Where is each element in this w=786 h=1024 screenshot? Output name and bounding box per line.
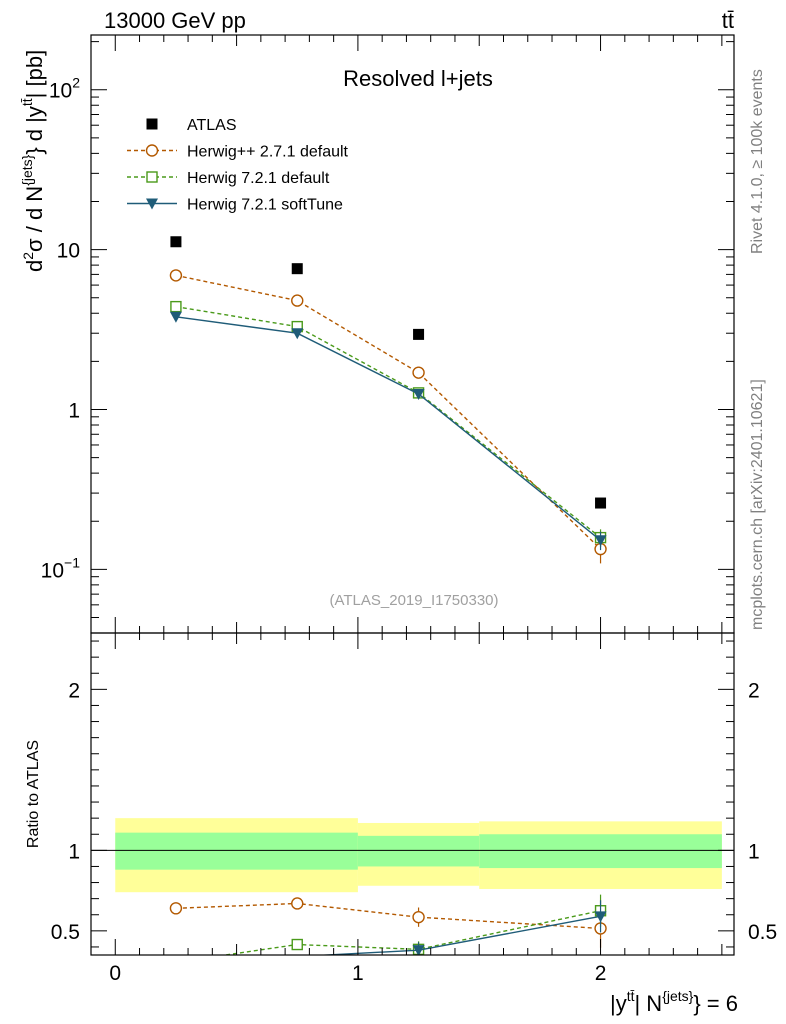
main-atlas-point <box>291 263 303 275</box>
ratio-herwigpp-line <box>175 902 601 930</box>
main-softtune-point <box>169 311 182 323</box>
ratio-y-axis-label: Ratio to ATLAS <box>25 740 42 848</box>
ratio-frame <box>90 632 735 956</box>
ratio-y-tick-label-left: 0.5 <box>51 921 80 944</box>
main-herwigpp-point <box>412 366 425 379</box>
main-atlas-point <box>170 236 182 248</box>
main-herwig721-point <box>170 300 182 313</box>
main-softtune-point <box>291 328 304 340</box>
main-herwigpp-point <box>169 269 183 282</box>
ratio-y-tick-label-right: 1 <box>748 840 760 863</box>
main-y-tick-label: 10−1 <box>41 554 81 582</box>
legend-herwig721-marker <box>146 171 158 183</box>
main-herwigpp-point <box>291 294 304 307</box>
ratio-x-tick-label: 2 <box>595 962 607 985</box>
analysis-watermark: (ATLAS_2019_I1750330) <box>329 592 498 609</box>
main-atlas-point <box>413 328 425 340</box>
main-y-tick-label: 1 <box>68 400 80 423</box>
source-label: mcplots.cern.ch [arXiv:2401.10621] <box>749 379 766 630</box>
ratio-softtune-point <box>594 911 607 923</box>
legend-herwigpp-marker <box>145 144 159 157</box>
main-atlas-point <box>595 497 607 509</box>
ratio-panel: 0.5 0.5 1 1 2 2 0 1 2 Ratio to ATLAS |ytt̄| N{je… <box>25 632 777 1016</box>
ratio-band-inner <box>479 834 722 869</box>
legend-herwig721-label: Herwig 7.2.1 default <box>187 170 330 187</box>
main-y-axis-label: d2σ / d N{jets}} d |ytt̄| [pb] <box>19 50 47 272</box>
legend-atlas-marker <box>146 118 158 130</box>
legend-atlas-label: ATLAS <box>187 117 237 134</box>
ratio-y-tick-label-left: 1 <box>68 840 80 863</box>
main-y-tick-label: 102 <box>49 75 80 103</box>
ratio-y-tick-label-right: 0.5 <box>748 921 777 944</box>
ratio-band-inner <box>115 832 358 870</box>
legend-softtune-label: Herwig 7.2.1 softTune <box>187 197 343 214</box>
ratio-uncertainty-bands <box>115 818 722 893</box>
main-herwig721-line <box>175 305 601 539</box>
main-softtune-point <box>594 535 607 547</box>
ratio-herwigpp-point <box>169 902 183 915</box>
ratio-band-inner <box>357 835 480 867</box>
main-softtune-point <box>412 389 425 401</box>
x-axis-label: |ytt̄| N{jets}} = 6 <box>610 988 738 1016</box>
ratio-axis-ticks: 0.5 0.5 1 1 2 2 0 1 2 <box>51 633 777 985</box>
legend-herwigpp-label: Herwig++ 2.7.1 default <box>187 144 349 161</box>
ratio-y-tick-label-left: 2 <box>68 679 80 702</box>
legend: ATLAS Herwig++ 2.7.1 default Herwig 7.2.1 … <box>127 117 349 214</box>
legend-softtune-marker <box>146 198 158 210</box>
ratio-y-tick-label-right: 2 <box>748 679 760 702</box>
main-y-tick-base: 10 <box>41 559 64 582</box>
main-series <box>169 236 607 564</box>
main-y-tick-base: 10 <box>57 240 80 263</box>
ratio-x-tick-label: 0 <box>109 962 121 985</box>
chart-title: Resolved l+jets <box>343 66 493 91</box>
energy-label: 13000 GeV pp <box>104 8 246 33</box>
ratio-softtune-point <box>412 945 425 955</box>
main-y-tick-exponent: 2 <box>72 75 80 91</box>
ratio-herwig721-point <box>291 938 303 951</box>
rivet-version-label: Rivet 4.1.0, ≥ 100k events <box>749 69 766 254</box>
main-softtune-line <box>175 316 601 541</box>
process-label: tt̄ <box>722 8 734 33</box>
main-y-tick-base: 1 <box>68 400 80 423</box>
ratio-herwigpp-point <box>291 897 304 910</box>
main-y-tick-exponent: −1 <box>64 554 80 570</box>
ratio-herwigpp-point <box>412 910 425 924</box>
main-y-tick-label: 10 <box>57 240 80 263</box>
main-y-tick-base: 10 <box>49 80 72 103</box>
ratio-x-tick-label: 1 <box>352 962 364 985</box>
